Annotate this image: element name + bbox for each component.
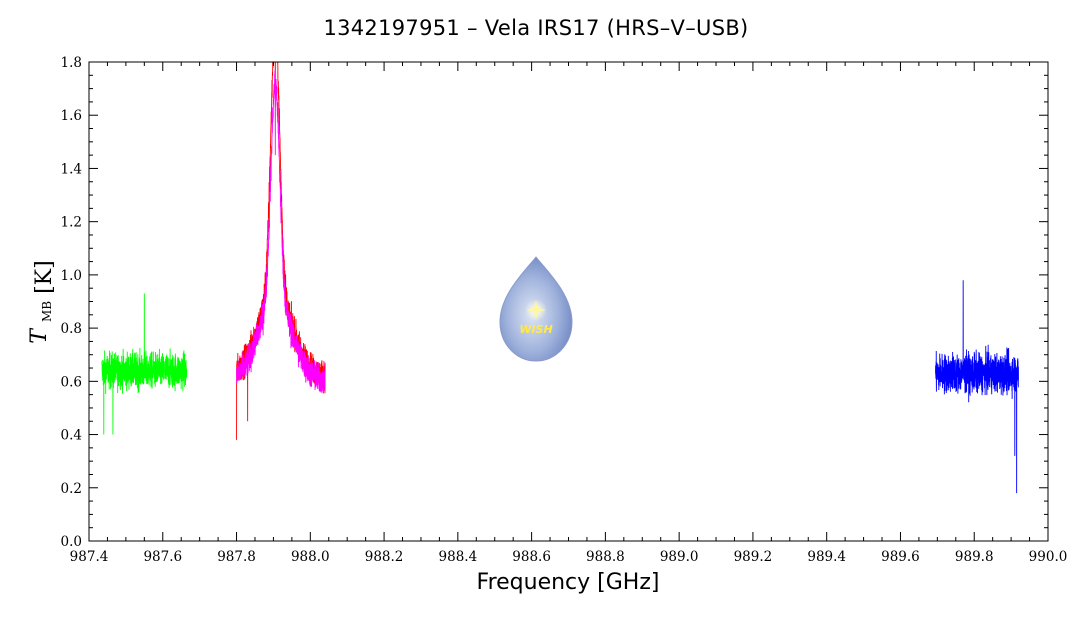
y-tick-label: 1.2 [61,215,82,231]
spectrum-series-1 [101,293,188,435]
x-tick-label: 988.8 [586,549,625,565]
x-tick-label: 989.6 [881,549,920,565]
x-tick-label: 988.4 [439,549,478,565]
y-axis-label: T MB [K] [27,260,57,343]
y-tick-label: 1.8 [61,55,82,71]
x-tick-label: 988.0 [291,549,330,565]
x-tick-label: 989.2 [734,549,773,565]
y-tick-label: 1.4 [61,161,82,177]
x-tick-label: 990.0 [1029,549,1068,565]
x-tick-label: 987.8 [217,549,256,565]
x-axis-label: Frequency [GHz] [477,570,660,595]
x-tick-label: 988.2 [365,549,404,565]
wish-logo: WISH [499,256,573,362]
wish-logo-text: WISH [519,323,552,336]
x-tick-label: 987.6 [143,549,182,565]
y-tick-label: 1.0 [61,268,82,284]
x-tick-label: 988.6 [512,549,551,565]
x-tick-label: 989.4 [807,549,846,565]
y-axis-label-unit: [K] [32,260,57,294]
svg-text:T MB [K]: T MB [K] [27,260,57,343]
x-tick-label: 989.8 [955,549,994,565]
y-axis-label-main: T [27,327,52,344]
y-tick-label: 0.4 [61,428,82,444]
y-axis-label-sub: MB [40,301,54,322]
y-tick-label: 0.0 [61,534,82,550]
chart-title: 1342197951 – Vela IRS17 (HRS–V–USB) [323,16,749,40]
y-tick-label: 0.8 [61,321,82,337]
plot-frame [88,61,1049,542]
y-tick-label: 1.6 [61,108,82,124]
y-tick-label: 0.2 [61,481,82,497]
spectrum-series-3 [236,70,326,394]
x-tick-label: 989.0 [660,549,699,565]
x-tick-label: 987.4 [70,549,109,565]
y-tick-label: 0.6 [61,374,82,390]
spectrum-series-4 [935,280,1019,494]
